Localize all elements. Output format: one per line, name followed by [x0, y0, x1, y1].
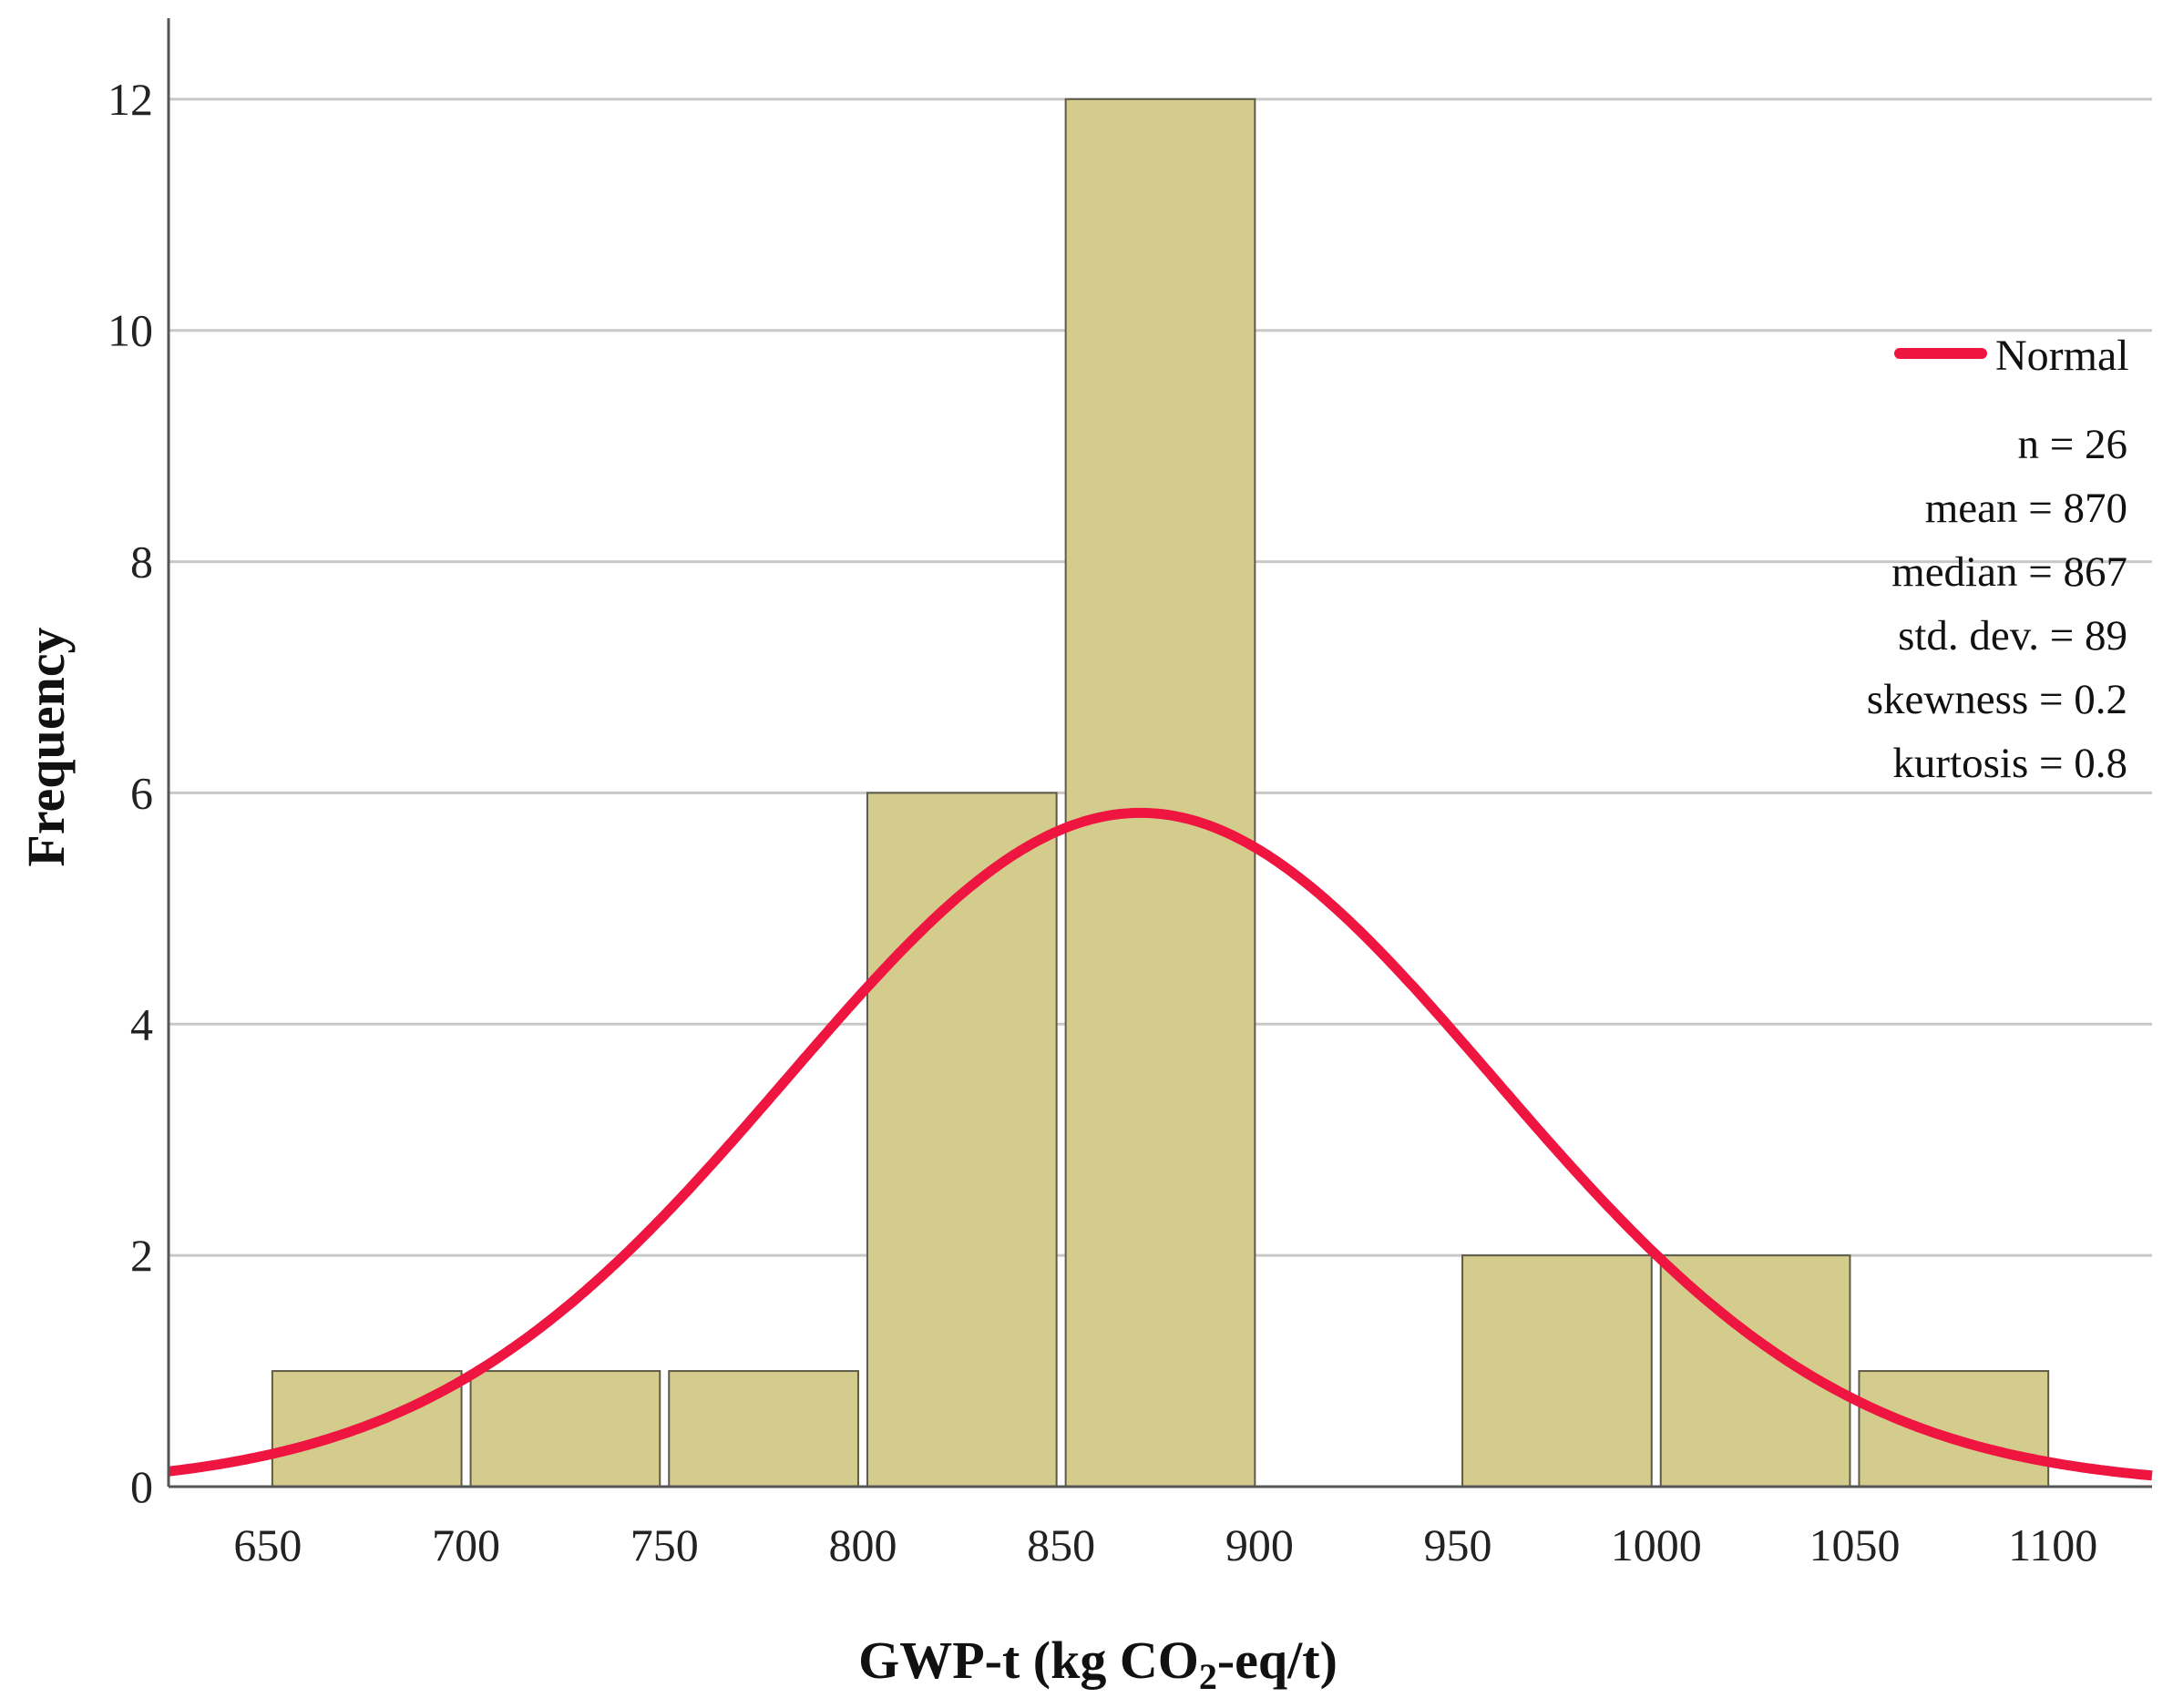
histogram-bar-4 [1064, 97, 1256, 1488]
histogram-bar-8 [1858, 1370, 2050, 1488]
histogram-bar-3 [866, 792, 1058, 1488]
normal-curve-layer [167, 807, 2154, 1481]
x-axis-title-prefix: GWP-t (kg CO [858, 1631, 1199, 1690]
x-tick-label-8: 1050 [1809, 1519, 1900, 1570]
histogram-bar-1 [469, 1370, 661, 1488]
x-tick-label-0: 650 [233, 1519, 302, 1570]
stat-line-5: kurtosis = 0.8 [1892, 740, 2127, 787]
x-axis-title-subscript: 2 [1199, 1656, 1217, 1697]
x-tick-label-2: 750 [630, 1519, 699, 1570]
y-tick-label-0: 0 [130, 1461, 153, 1512]
x-axis-title: GWP-t (kg CO2-eq/t) [858, 1631, 1338, 1697]
histogram-bar-6 [1461, 1254, 1653, 1488]
stat-line-2: median = 867 [1891, 548, 2127, 596]
x-tick-labels: 650 700 750 800 850 900 950 1000 1050 1100 [233, 1519, 2097, 1570]
histogram-bars [271, 97, 2050, 1488]
legend-label-normal: Normal [1995, 332, 2129, 380]
legend: Normal [1894, 332, 2129, 380]
y-axis-title: Frequency [16, 627, 76, 866]
x-tick-label-1: 700 [432, 1519, 500, 1570]
x-tick-label-9: 1100 [2008, 1519, 2097, 1570]
x-tick-label-3: 800 [828, 1519, 897, 1570]
stat-line-4: skewness = 0.2 [1867, 676, 2127, 723]
y-tick-label-3: 6 [130, 767, 153, 818]
y-tick-label-1: 2 [130, 1230, 153, 1281]
x-axis-title-suffix: -eq/t) [1217, 1631, 1338, 1690]
x-tick-label-4: 850 [1027, 1519, 1095, 1570]
axes [167, 18, 2152, 1488]
x-tick-label-6: 950 [1424, 1519, 1492, 1570]
statistics-box: n = 26 mean = 870 median = 867 std. dev. = … [1867, 421, 2127, 787]
x-tick-label-5: 900 [1225, 1519, 1294, 1570]
histogram-bar-2 [668, 1370, 859, 1488]
stat-line-0: n = 26 [2017, 421, 2127, 468]
y-tick-label-5: 10 [108, 305, 153, 356]
normal-curve [167, 807, 2154, 1481]
stat-line-1: mean = 870 [1925, 485, 2127, 532]
y-tick-label-6: 12 [108, 74, 153, 125]
y-tick-label-2: 4 [130, 998, 153, 1049]
stat-line-3: std. dev. = 89 [1898, 612, 2127, 660]
y-tick-labels: 0 2 4 6 8 10 12 [108, 74, 153, 1512]
x-tick-label-7: 1000 [1611, 1519, 1702, 1570]
y-tick-label-4: 8 [130, 537, 153, 588]
